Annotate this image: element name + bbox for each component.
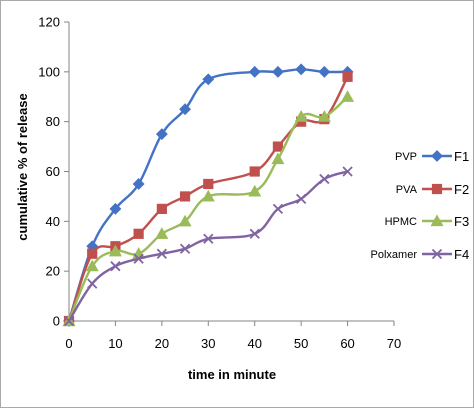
x-axis-title: time in minute — [188, 367, 276, 382]
x-marker-stroke — [203, 233, 214, 244]
data-point-f3 — [155, 227, 169, 239]
data-point-f4 — [296, 193, 307, 205]
data-point-f3 — [108, 244, 122, 257]
x-tick-label: 0 — [65, 336, 72, 351]
data-point-f2 — [133, 228, 144, 239]
legend-item-f1: PVP F1 — [395, 149, 469, 164]
data-point-f2 — [156, 203, 167, 214]
data-point-f4 — [319, 173, 330, 185]
data-point-f1 — [109, 202, 122, 215]
legend-label-f2: PVA — [396, 184, 418, 196]
x-marker-stroke — [133, 253, 144, 264]
legend-marker-f2 — [431, 183, 443, 195]
chart-ticks: 0 20 40 60 80 100 120 0 10 20 30 40 50 60 70 — [38, 15, 401, 352]
y-tick-label: 80 — [46, 114, 60, 129]
data-point-f3 — [271, 152, 285, 165]
x-marker-stroke — [431, 248, 443, 260]
legend-label-f3: HPMC — [385, 216, 417, 228]
data-point-f2 — [272, 141, 284, 152]
data-point-f1 — [202, 73, 215, 86]
legend-name-f2: F2 — [454, 182, 469, 197]
x-marker-stroke — [319, 173, 330, 185]
data-point-f1 — [155, 128, 168, 141]
y-tick-label: 20 — [46, 264, 60, 279]
x-marker-stroke — [272, 203, 284, 215]
y-tick-label: 120 — [38, 15, 60, 30]
x-marker-stroke — [342, 166, 353, 177]
data-point-f4 — [63, 315, 75, 327]
data-point-f1 — [318, 65, 331, 78]
y-tick-label: 60 — [46, 164, 60, 179]
data-point-f3 — [201, 189, 215, 202]
data-point-f3 — [341, 90, 355, 102]
data-point-f2 — [179, 191, 191, 202]
data-point-f2 — [87, 248, 98, 259]
legend-label-f4: Polxamer — [371, 249, 418, 261]
legend-marker-f1 — [431, 150, 443, 162]
legend-marker-f4 — [431, 248, 443, 260]
x-marker-stroke — [87, 278, 98, 289]
series-f4 — [63, 166, 353, 327]
x-tick-label: 60 — [340, 336, 354, 351]
legend-name-f4: F4 — [454, 247, 469, 262]
data-point-f1 — [272, 65, 284, 78]
legend-item-f3: HPMC F3 — [385, 214, 470, 229]
data-point-f4 — [110, 261, 121, 272]
data-point-f4 — [272, 203, 284, 215]
legend-marker-f3 — [430, 214, 444, 227]
data-point-f1 — [132, 178, 145, 190]
data-point-f1 — [248, 65, 261, 78]
data-point-f2 — [249, 166, 260, 177]
x-marker-stroke — [63, 315, 75, 327]
data-point-f1 — [295, 63, 308, 76]
x-tick-label: 40 — [247, 336, 261, 351]
data-point-f4 — [87, 278, 98, 289]
data-point-f4 — [203, 233, 214, 244]
data-point-f4 — [133, 253, 144, 264]
legend-label-f1: PVP — [395, 151, 417, 163]
data-point-f2 — [342, 71, 353, 82]
legend-name-f3: F3 — [454, 214, 469, 229]
legend-item-f2: PVA F2 — [396, 182, 469, 197]
y-tick-label: 0 — [53, 314, 60, 329]
data-point-f4 — [342, 166, 353, 177]
data-point-f1 — [179, 103, 191, 116]
x-marker-stroke — [156, 248, 167, 259]
y-tick-label: 100 — [38, 64, 60, 79]
x-marker-stroke — [110, 261, 121, 272]
x-tick-label: 70 — [387, 336, 401, 351]
data-point-f4 — [179, 243, 191, 254]
data-point-f3 — [294, 110, 308, 122]
x-tick-label: 20 — [155, 336, 169, 351]
series-f3 — [62, 90, 355, 327]
x-tick-label: 30 — [201, 336, 215, 351]
chart-series — [62, 63, 355, 327]
y-axis-title: cumulative % of release — [15, 93, 30, 240]
x-marker-stroke — [179, 243, 191, 254]
data-point-f3 — [178, 214, 192, 227]
data-point-f3 — [85, 259, 99, 272]
data-point-f3 — [317, 110, 331, 122]
data-point-f3 — [248, 184, 262, 197]
legend-name-f1: F1 — [454, 149, 469, 164]
legend-item-f4: Polxamer F4 — [371, 247, 470, 262]
x-tick-label: 50 — [294, 336, 308, 351]
x-tick-label: 10 — [108, 336, 122, 351]
y-tick-label: 40 — [46, 214, 60, 229]
data-point-f4 — [156, 248, 167, 259]
data-point-f4 — [249, 228, 260, 239]
data-point-f2 — [203, 178, 214, 190]
chart-legend: PVP F1 PVA F2 HPMC F3 Polxamer F4 — [371, 149, 470, 262]
x-marker-stroke — [296, 193, 307, 205]
x-marker-stroke — [249, 228, 260, 239]
